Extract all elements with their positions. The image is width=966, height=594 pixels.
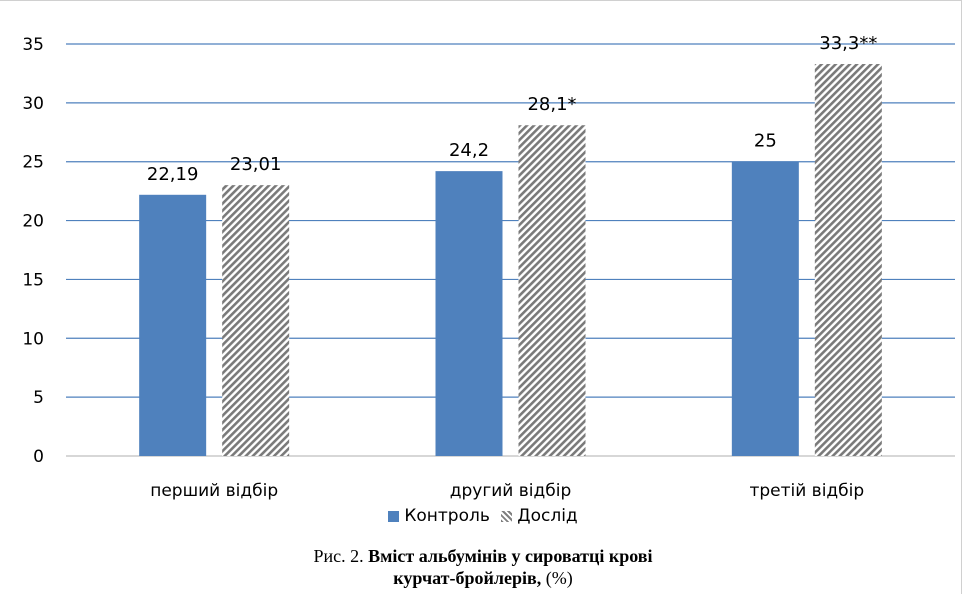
legend-swatch-control <box>388 510 400 522</box>
legend-label-control: Контроль <box>404 506 490 526</box>
legend-swatch-experiment <box>501 510 513 522</box>
bar-experiment <box>222 185 290 456</box>
x-category-label: третій відбір <box>749 481 864 500</box>
legend-item-experiment: Дослід <box>501 506 578 526</box>
y-tick-label: 35 <box>22 35 44 55</box>
data-label: 28,1* <box>527 94 576 115</box>
bar-experiment <box>518 125 586 457</box>
caption-title-line1: Вміст альбумінів у сироватці крові <box>368 546 653 566</box>
bar-control <box>435 171 503 457</box>
caption-title-line2: курчат-бройлерів, <box>393 568 542 588</box>
bar-experiment <box>814 64 882 457</box>
caption-prefix: Рис. 2. <box>313 546 369 566</box>
caption-suffix: (%) <box>541 568 573 588</box>
y-tick-label: 5 <box>33 388 44 408</box>
y-tick-label: 15 <box>22 270 44 290</box>
y-tick-label: 0 <box>33 447 44 467</box>
y-tick-label: 25 <box>22 153 44 173</box>
data-label: 22,19 <box>147 164 199 185</box>
data-label: 25 <box>754 131 777 152</box>
bar-control <box>731 161 799 456</box>
x-category-label: перший відбір <box>150 481 278 500</box>
data-label: 23,01 <box>230 154 282 175</box>
y-tick-label: 10 <box>22 329 44 349</box>
figure-caption: Рис. 2. Вміст альбумінів у сироватці кро… <box>0 545 966 589</box>
data-label: 24,2 <box>449 140 489 161</box>
y-tick-label: 20 <box>22 212 44 232</box>
y-tick-label: 30 <box>22 94 44 114</box>
legend-item-control: Контроль <box>388 506 490 526</box>
legend-label-experiment: Дослід <box>517 506 578 526</box>
x-category-label: другий відбір <box>450 481 572 500</box>
data-label: 33,3** <box>819 33 877 54</box>
bar-control <box>139 194 207 457</box>
bar-chart: 0 5 10 15 20 25 30 35 22,19 23,01 перший відбір 24,… <box>22 33 955 500</box>
legend: Контроль Дослід <box>0 506 966 526</box>
